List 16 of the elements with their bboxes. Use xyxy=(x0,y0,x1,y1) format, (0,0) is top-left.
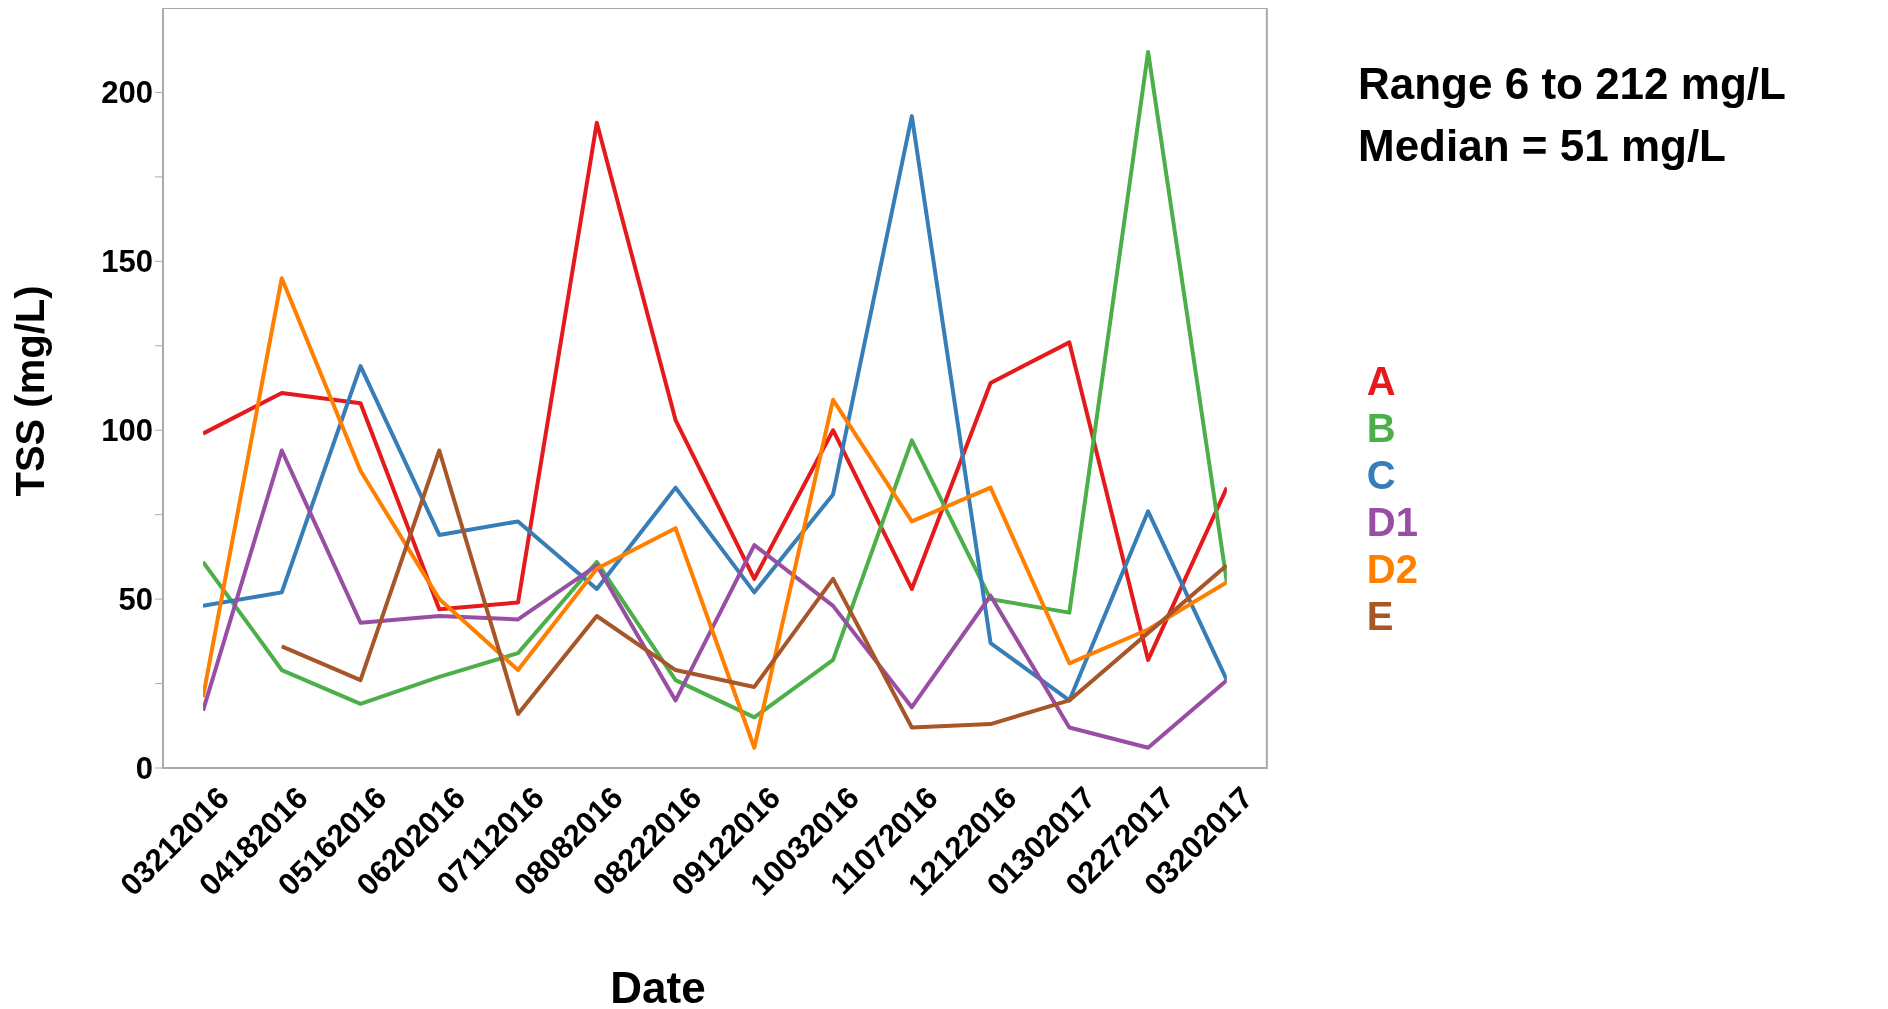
text: D2 xyxy=(1366,546,1418,593)
y-tick-label: 50 xyxy=(118,582,153,618)
text: D1 xyxy=(1366,499,1418,546)
x-axis-title: Date xyxy=(610,963,706,1009)
text: B xyxy=(1366,405,1397,452)
text: E xyxy=(1366,593,1395,640)
y-axis-title: TSS (mg/L) xyxy=(7,285,53,497)
y-tick-label: 100 xyxy=(101,413,153,449)
text: C xyxy=(1366,452,1397,499)
text: Median = 51 mg/L xyxy=(1358,120,1727,172)
y-tick-label: 0 xyxy=(135,751,153,787)
y-tick-label: 200 xyxy=(101,75,153,111)
y-tick-label: 150 xyxy=(101,244,153,280)
text: Range 6 to 212 mg/L xyxy=(1358,58,1786,110)
text: A xyxy=(1366,358,1397,405)
line-series xyxy=(203,276,1227,750)
